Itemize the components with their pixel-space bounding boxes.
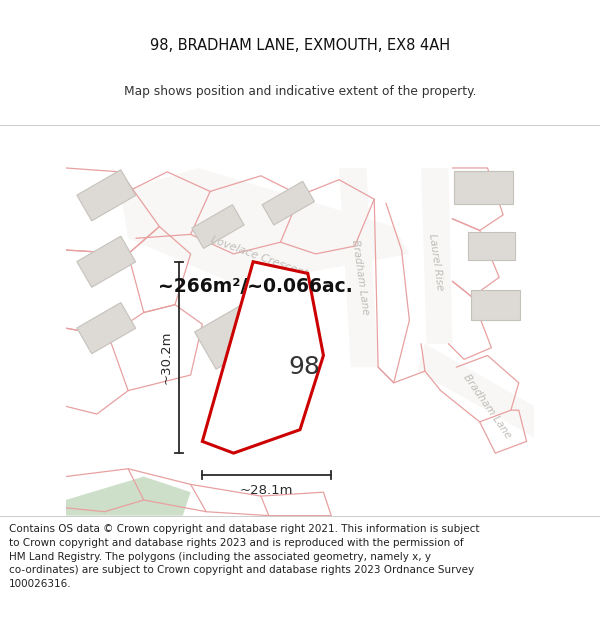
Text: ~28.1m: ~28.1m — [240, 484, 293, 498]
Text: Map shows position and indicative extent of the property.: Map shows position and indicative extent… — [124, 85, 476, 98]
Polygon shape — [471, 290, 520, 319]
Text: Bradham Lane: Bradham Lane — [461, 372, 514, 440]
Polygon shape — [77, 236, 136, 288]
Polygon shape — [421, 168, 452, 344]
Text: Lovelace Crescent: Lovelace Crescent — [209, 234, 309, 279]
Polygon shape — [202, 262, 323, 453]
Text: Bradham Lane: Bradham Lane — [350, 239, 370, 316]
Text: ~266m²/~0.066ac.: ~266m²/~0.066ac. — [158, 278, 353, 296]
Polygon shape — [121, 168, 409, 285]
Polygon shape — [468, 232, 515, 260]
Text: 98, BRADHAM LANE, EXMOUTH, EX8 4AH: 98, BRADHAM LANE, EXMOUTH, EX8 4AH — [150, 38, 450, 53]
Polygon shape — [77, 302, 136, 354]
Polygon shape — [77, 170, 136, 221]
Polygon shape — [65, 476, 191, 516]
Text: Contains OS data © Crown copyright and database right 2021. This information is : Contains OS data © Crown copyright and d… — [9, 524, 479, 589]
Polygon shape — [262, 181, 314, 225]
Polygon shape — [339, 168, 378, 367]
Polygon shape — [224, 364, 305, 433]
Polygon shape — [454, 171, 513, 204]
Text: Laurel Rise: Laurel Rise — [427, 232, 445, 291]
Polygon shape — [194, 295, 280, 369]
Text: ~30.2m: ~30.2m — [160, 331, 173, 384]
Polygon shape — [192, 205, 244, 248]
Text: 98: 98 — [288, 355, 320, 379]
Polygon shape — [417, 344, 535, 437]
